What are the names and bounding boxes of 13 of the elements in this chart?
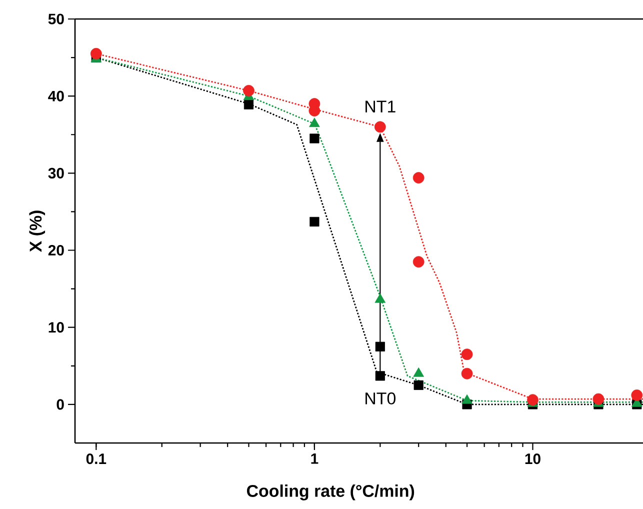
annotation: NT1 (366, 100, 396, 112)
x-tick-label: 10 (525, 454, 540, 464)
y-axis-title: X (%) (29, 210, 46, 252)
x-axis-title: Cooling rate (°C/min) (246, 484, 414, 500)
y-tick-label: 0 (56, 399, 64, 410)
x-tick-label: 0.1 (86, 454, 106, 464)
annotation: NT0 (366, 392, 396, 404)
x-tick-label: 1 (311, 454, 318, 464)
y-tick-label: 30 (48, 168, 64, 178)
y-tick-label: 10 (48, 322, 64, 333)
y-tick-label: 20 (48, 244, 64, 256)
y-tick-label: 50 (48, 14, 64, 24)
y-tick-label: 40 (48, 90, 64, 102)
